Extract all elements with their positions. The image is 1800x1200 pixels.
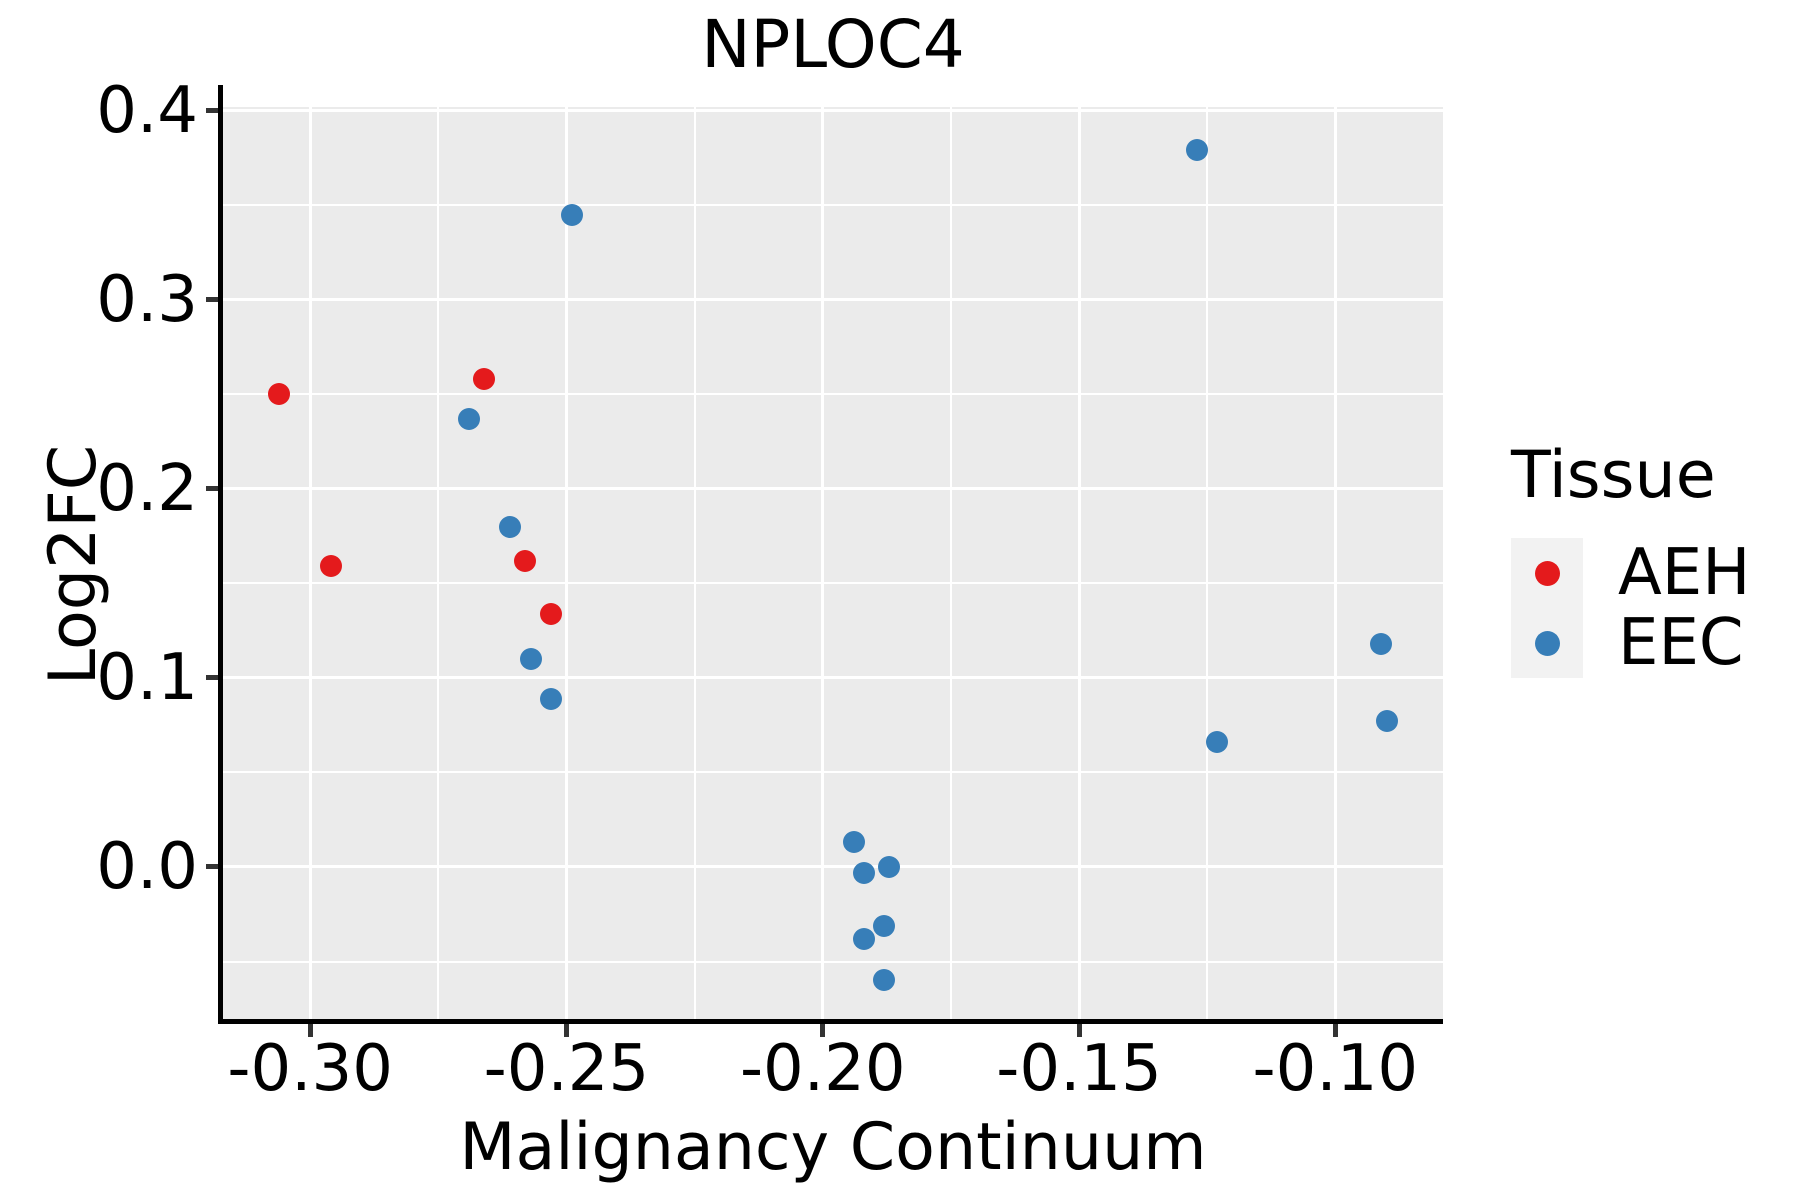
y-tick-mark	[206, 864, 218, 870]
data-point-eec	[878, 855, 901, 878]
x-tick-label: -0.20	[739, 1032, 906, 1106]
data-point-eec	[1375, 710, 1398, 733]
y-tick-label: 0.4	[96, 73, 198, 148]
y-tick-mark	[206, 675, 218, 681]
data-point-eec	[519, 648, 542, 671]
x-tick-mark	[563, 1024, 569, 1037]
minor-gridline-x	[693, 107, 696, 1022]
legend-title: Tissue	[1511, 438, 1716, 513]
x-axis-line	[218, 1019, 1443, 1024]
data-point-aeh	[473, 368, 496, 391]
minor-gridline-y	[223, 771, 1443, 774]
legend-items: AEH EEC	[1511, 538, 1750, 678]
minor-gridline-y	[223, 204, 1443, 207]
major-gridline-y	[223, 487, 1443, 491]
major-gridline-y	[223, 298, 1443, 302]
data-point-eec	[852, 861, 875, 884]
x-tick-label: -0.15	[996, 1032, 1162, 1106]
minor-gridline-x	[437, 107, 440, 1022]
data-point-eec	[1206, 731, 1229, 754]
minor-gridline-x	[1206, 107, 1209, 1022]
minor-gridline-y	[223, 960, 1443, 963]
x-tick-mark	[307, 1024, 313, 1037]
legend: Tissue AEH EEC	[1511, 436, 1750, 678]
legend-item-eec: EEC	[1511, 608, 1750, 678]
y-tick-label: 0.3	[96, 262, 198, 337]
data-point-eec	[560, 203, 583, 226]
plot-panel	[223, 107, 1443, 1022]
data-point-eec	[1370, 632, 1393, 655]
data-point-eec	[842, 831, 865, 854]
y-tick-label: 0.0	[96, 829, 198, 904]
y-tick-label: 0.2	[96, 451, 198, 526]
legend-key-box	[1511, 538, 1583, 608]
data-point-eec	[852, 927, 875, 950]
major-gridline-x	[1077, 107, 1081, 1022]
data-point-aeh	[540, 602, 563, 625]
legend-key-dot-aeh	[1534, 560, 1560, 586]
major-gridline-y	[223, 865, 1443, 869]
major-gridline-x	[308, 107, 312, 1022]
data-point-aeh	[514, 549, 537, 572]
data-point-eec	[873, 969, 896, 992]
minor-gridline-x	[949, 107, 952, 1022]
x-tick-mark	[1332, 1024, 1338, 1037]
legend-key-dot-eec	[1534, 630, 1560, 656]
x-tick-mark	[1076, 1024, 1082, 1037]
chart-title: NPLOC4	[701, 6, 965, 83]
data-point-eec	[1185, 139, 1208, 162]
x-tick-label: -0.25	[483, 1032, 650, 1106]
data-point-eec	[873, 914, 896, 937]
x-tick-label: -0.10	[1252, 1032, 1419, 1106]
major-gridline-y	[223, 676, 1443, 680]
major-gridline-x	[821, 107, 825, 1022]
y-tick-label: 0.1	[96, 640, 198, 715]
data-point-eec	[458, 407, 481, 430]
y-tick-mark	[206, 108, 218, 114]
major-gridline-y	[223, 109, 1443, 113]
x-tick-label: -0.30	[227, 1032, 393, 1106]
legend-key-box	[1511, 608, 1583, 678]
y-axis-title: Log2FC	[36, 444, 111, 686]
legend-item-aeh: AEH	[1511, 538, 1750, 608]
y-tick-mark	[206, 486, 218, 492]
legend-item-label: AEH	[1618, 536, 1751, 610]
major-gridline-x	[564, 107, 568, 1022]
minor-gridline-y	[223, 582, 1443, 585]
data-point-eec	[499, 515, 522, 538]
y-tick-mark	[206, 297, 218, 303]
data-point-aeh	[268, 383, 291, 406]
minor-gridline-y	[223, 393, 1443, 396]
major-gridline-x	[1333, 107, 1337, 1022]
legend-item-label: EEC	[1618, 606, 1744, 680]
y-axis-line	[218, 85, 223, 1022]
x-tick-mark	[820, 1024, 826, 1037]
data-point-eec	[540, 687, 563, 710]
data-point-aeh	[319, 555, 342, 578]
x-axis-title: Malignancy Continuum	[459, 1110, 1207, 1185]
